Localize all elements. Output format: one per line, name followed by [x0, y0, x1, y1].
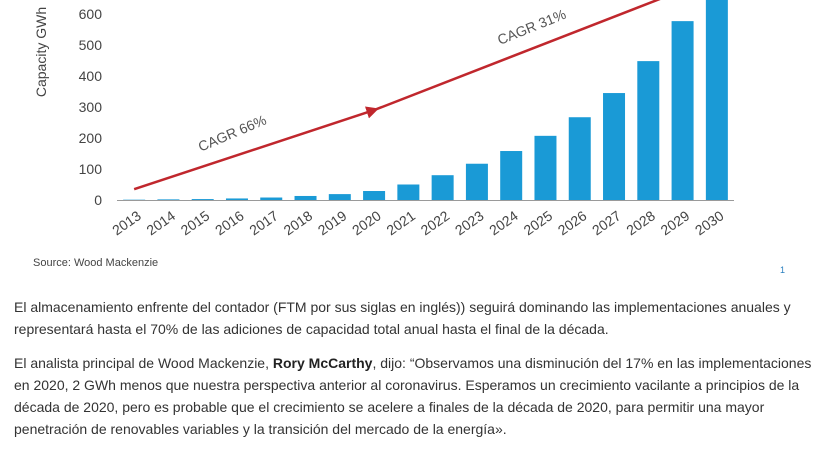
bar-2019 [329, 194, 351, 200]
bar-2024 [500, 151, 522, 200]
article-body: El almacenamiento enfrente del contador … [14, 296, 814, 452]
x-tick-label: 2013 [109, 207, 144, 238]
x-tick-label: 2021 [383, 207, 418, 238]
x-tick-label: 2023 [452, 207, 487, 238]
y-tick-label: 500 [79, 37, 103, 53]
x-tick-label: 2022 [418, 207, 453, 238]
y-axis-title: Capacity GWh [33, 7, 49, 97]
paragraph-2-prefix: El analista principal de Wood Mackenzie, [14, 355, 273, 371]
bar-2015 [192, 199, 214, 200]
x-tick-label: 2018 [281, 207, 316, 238]
x-tick-label: 2024 [486, 207, 521, 238]
x-tick-label: 2020 [349, 207, 384, 238]
x-tick-label: 2015 [178, 207, 213, 238]
analyst-name: Rory McCarthy [273, 355, 373, 371]
y-tick-label: 0 [94, 192, 102, 208]
bar-2016 [226, 198, 248, 200]
x-tick-label: 2017 [246, 207, 281, 238]
x-tick-label: 2030 [692, 207, 727, 238]
bar-2028 [637, 61, 659, 200]
x-tick-label: 2029 [658, 207, 693, 238]
bar-2029 [672, 21, 694, 200]
bar-2030 [706, 0, 728, 200]
y-tick-label: 200 [79, 130, 103, 146]
y-tick-label: 300 [79, 99, 103, 115]
bar-2023 [466, 164, 488, 200]
x-tick-label: 2027 [589, 207, 624, 238]
bar-2025 [534, 136, 556, 200]
bar-2020 [363, 191, 385, 200]
x-tick-label: 2026 [555, 207, 590, 238]
y-tick-label: 600 [79, 6, 103, 22]
chart-source-label: Source: Wood Mackenzie [33, 257, 158, 269]
bar-2017 [260, 198, 282, 200]
article-paragraph-1: El almacenamiento enfrente del contador … [14, 296, 814, 340]
cagr-label: CAGR 31% [495, 6, 568, 48]
x-tick-label: 2016 [212, 207, 247, 238]
x-tick-label: 2014 [143, 207, 178, 238]
x-tick-label: 2025 [520, 207, 555, 238]
bar-2027 [603, 93, 625, 200]
x-tick-label: 2028 [623, 207, 658, 238]
bar-2018 [295, 196, 317, 200]
bar-2026 [569, 117, 591, 200]
bar-2022 [432, 175, 454, 200]
bar-2014 [157, 199, 179, 200]
y-tick-label: 100 [79, 161, 103, 177]
bar-2021 [397, 185, 419, 201]
page-mark: 1 [780, 265, 785, 275]
x-tick-label: 2019 [315, 207, 350, 238]
y-tick-label: 400 [79, 68, 103, 84]
article-paragraph-2: El analista principal de Wood Mackenzie,… [14, 352, 814, 440]
